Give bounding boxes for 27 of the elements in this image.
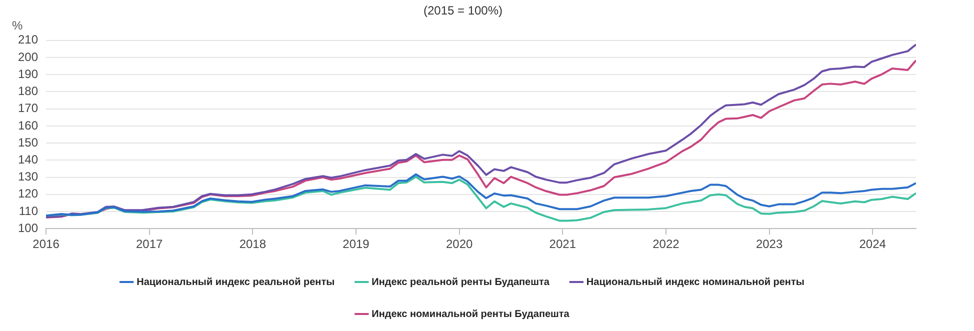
y-tick-label: 120 bbox=[18, 186, 38, 201]
x-tick-label: 2020 bbox=[446, 237, 473, 252]
x-tick-label: 2024 bbox=[859, 237, 886, 252]
legend-label: Индекс номинальной ренты Будапешта bbox=[372, 308, 570, 320]
x-tick-label: 2016 bbox=[32, 237, 60, 252]
x-tick-label: 2023 bbox=[756, 237, 783, 252]
y-tick-label: 190 bbox=[18, 66, 38, 81]
x-tick-label: 2021 bbox=[549, 237, 576, 252]
y-tick-label: 150 bbox=[18, 135, 38, 150]
y-tick-label: 130 bbox=[18, 170, 38, 184]
y-tick-label: 180 bbox=[18, 84, 38, 98]
y-tick-label: 210 bbox=[18, 32, 38, 47]
legend-label: Национальный индекс номинальной ренты bbox=[586, 276, 804, 288]
y-tick-label: 200 bbox=[18, 50, 38, 64]
y-tick-label: 100 bbox=[18, 220, 38, 235]
chart-title: (2015 = 100%) bbox=[423, 4, 503, 18]
y-tick-label: 170 bbox=[18, 101, 38, 116]
y-tick-label: 110 bbox=[18, 204, 38, 218]
legend-label: Индекс реальной ренты Будапешта bbox=[372, 276, 550, 288]
y-tick-label: 140 bbox=[18, 152, 38, 166]
x-tick-label: 2017 bbox=[136, 237, 164, 252]
x-tick-label: 2019 bbox=[342, 237, 370, 252]
x-tick-label: 2018 bbox=[239, 237, 266, 252]
legend-label: Национальный индекс реальной ренты bbox=[136, 276, 335, 288]
y-axis-title: % bbox=[12, 18, 23, 33]
x-tick-label: 2022 bbox=[652, 237, 680, 252]
y-tick-label: 160 bbox=[18, 118, 38, 132]
